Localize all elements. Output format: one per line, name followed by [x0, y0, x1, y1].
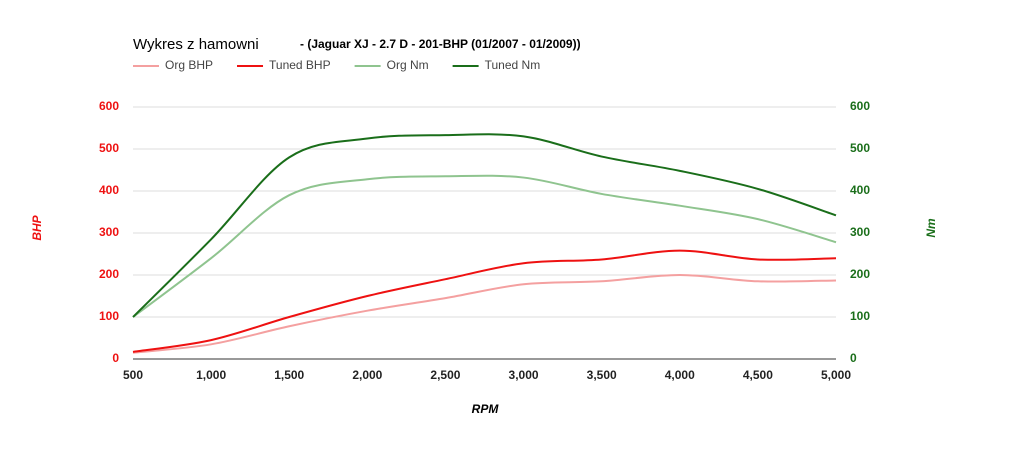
- x-tick-label: 3,500: [587, 368, 617, 382]
- chart-title: Wykres z hamowni: [133, 36, 259, 53]
- y2-tick-label: 100: [850, 309, 870, 323]
- x-tick-label: 1,500: [274, 368, 304, 382]
- y2-tick-label: 0: [850, 351, 857, 365]
- y-tick-label: 400: [99, 183, 119, 197]
- y2-tick-label: 600: [850, 99, 870, 113]
- chart-subtitle: - (Jaguar XJ - 2.7 D - 201-BHP (01/2007 …: [300, 37, 581, 51]
- y2-tick-label: 500: [850, 141, 870, 155]
- y-axis-label: BHP: [30, 214, 44, 240]
- y-tick-label: 500: [99, 141, 119, 155]
- series-line: [132, 273, 837, 354]
- y2-tick-label: 200: [850, 267, 870, 281]
- legend-label: Tuned BHP: [269, 58, 331, 72]
- x-axis-label: RPM: [472, 402, 500, 416]
- series-line: [132, 133, 837, 318]
- x-tick-label: 5,000: [821, 368, 851, 382]
- y2-tick-label: 400: [850, 183, 870, 197]
- x-tick-label: 2,500: [430, 368, 460, 382]
- y-tick-label: 200: [99, 267, 119, 281]
- legend-label: Tuned Nm: [485, 58, 541, 72]
- x-tick-label: 4,500: [743, 368, 773, 382]
- series-line: [132, 174, 837, 318]
- x-tick-label: 1,000: [196, 368, 226, 382]
- y2-tick-label: 300: [850, 225, 870, 239]
- series-line: [132, 249, 837, 353]
- x-tick-label: 500: [123, 368, 143, 382]
- y-tick-label: 600: [99, 99, 119, 113]
- y-tick-label: 100: [99, 309, 119, 323]
- y2-axis-label: Nm: [924, 218, 938, 238]
- y-tick-label: 0: [112, 351, 119, 365]
- x-tick-label: 4,000: [665, 368, 695, 382]
- legend-label: Org BHP: [165, 58, 213, 72]
- x-tick-label: 3,000: [509, 368, 539, 382]
- legend-label: Org Nm: [387, 58, 429, 72]
- y-tick-label: 300: [99, 225, 119, 239]
- x-tick-label: 2,000: [352, 368, 382, 382]
